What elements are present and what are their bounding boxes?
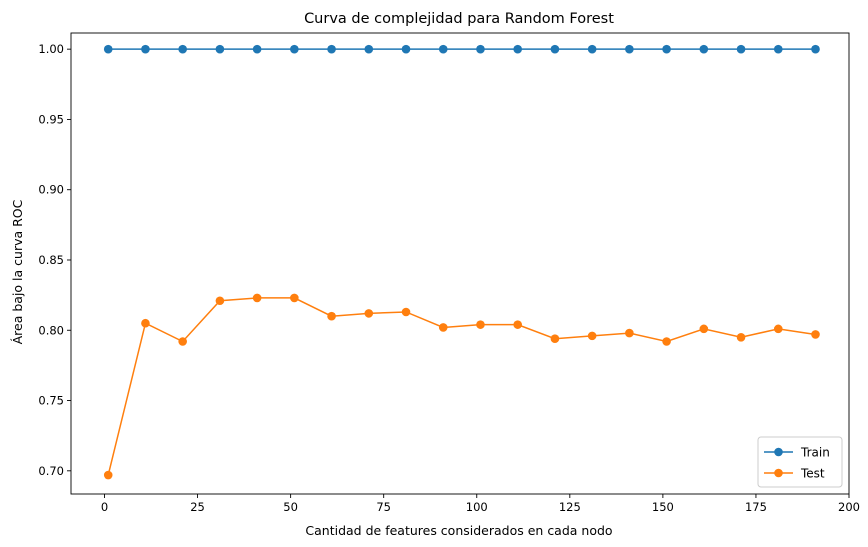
data-point-test: [401, 307, 411, 317]
data-point-train: [327, 44, 336, 54]
data-point-test: [625, 328, 634, 338]
data-point-train: [364, 44, 374, 54]
data-point-train: [699, 44, 709, 54]
y-tick-label: 0.95: [38, 112, 64, 126]
x-axis-label: Cantidad de features considerados en cad…: [305, 523, 612, 538]
data-point-train: [178, 44, 187, 54]
data-point-test: [438, 323, 448, 332]
data-point-train: [141, 44, 150, 54]
x-tick-label: 150: [652, 500, 674, 514]
data-point-train: [587, 44, 597, 54]
data-point-test: [699, 324, 709, 334]
data-point-test: [773, 324, 783, 334]
x-tick-label: 25: [190, 500, 205, 514]
data-point-train: [290, 44, 299, 54]
data-point-train: [401, 44, 411, 54]
data-point-test: [476, 320, 485, 329]
x-tick-label: 75: [376, 500, 391, 514]
x-tick-label: 0: [101, 500, 108, 514]
x-tick-label: 175: [745, 500, 767, 514]
data-point-test: [141, 318, 150, 328]
data-point-train: [103, 44, 113, 54]
data-point-train: [662, 44, 671, 54]
data-point-test: [290, 293, 299, 303]
series-test: [103, 293, 820, 480]
series-train: [103, 44, 820, 54]
series-line-test: [107, 297, 816, 476]
y-axis-label: Área bajo la curva ROC: [10, 199, 25, 344]
data-point-test: [513, 320, 522, 329]
y-tick-label: 0.75: [38, 394, 64, 408]
data-point-test: [252, 293, 262, 303]
chart-title: Curva de complejidad para Random Forest: [304, 11, 614, 27]
data-point-test: [550, 334, 560, 343]
data-point-test: [811, 330, 820, 339]
series-layer: [103, 44, 820, 480]
data-point-test: [103, 470, 113, 480]
axis-ticks: 0 25 50 75 100 125 150 175 200 0.70 0.75 0.80 0.85 0.…: [38, 42, 860, 514]
x-tick-label: 100: [466, 500, 488, 514]
data-point-test: [736, 332, 746, 342]
x-tick-label: 200: [838, 500, 860, 514]
legend-label-test: Test: [800, 467, 825, 481]
data-point-train: [625, 44, 634, 54]
data-point-test: [662, 337, 671, 346]
x-tick-label: 125: [559, 500, 581, 514]
y-tick-label: 1.00: [38, 42, 64, 56]
plot-area-frame: [70, 32, 850, 495]
y-tick-label: 0.85: [38, 253, 64, 267]
data-point-train: [476, 44, 485, 54]
data-point-train: [550, 44, 560, 54]
data-point-train: [513, 44, 522, 54]
data-point-test: [178, 337, 187, 346]
data-point-test: [364, 309, 374, 318]
x-tick-label: 50: [283, 500, 298, 514]
y-tick-label: 0.90: [38, 183, 64, 197]
y-tick-label: 0.80: [38, 323, 64, 337]
legend: Train Test: [757, 436, 843, 488]
legend-marker-test: [774, 468, 783, 478]
data-point-train: [438, 44, 448, 54]
y-tick-label: 0.70: [38, 464, 64, 478]
legend-box: [757, 436, 843, 488]
legend-label-train: Train: [800, 446, 830, 460]
data-point-train: [736, 44, 746, 54]
data-point-test: [215, 296, 225, 306]
data-point-train: [215, 44, 225, 54]
data-point-train: [773, 44, 783, 54]
legend-marker-train: [774, 447, 783, 457]
data-point-test: [587, 331, 597, 341]
data-point-train: [811, 44, 820, 54]
data-point-test: [327, 311, 336, 321]
data-point-train: [252, 44, 262, 54]
